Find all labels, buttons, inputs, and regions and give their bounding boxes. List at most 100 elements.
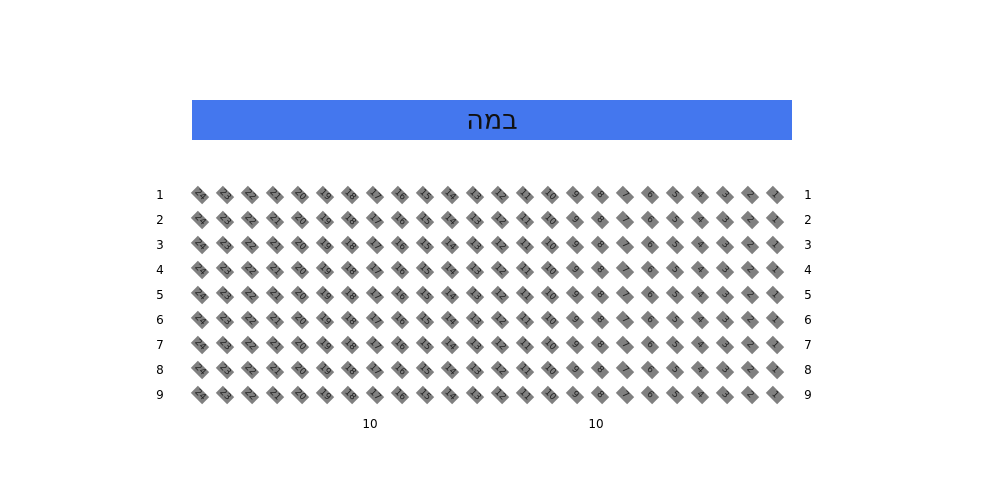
seat[interactable]: 23 (215, 260, 235, 280)
seat[interactable]: 15 (415, 285, 435, 305)
seat[interactable]: 4 (690, 335, 710, 355)
seat[interactable]: 13 (465, 385, 485, 405)
seat[interactable]: 20 (290, 310, 310, 330)
seat[interactable]: 8 (590, 260, 610, 280)
seat[interactable]: 5 (665, 260, 685, 280)
seat[interactable]: 9 (565, 260, 585, 280)
seat[interactable]: 1 (765, 185, 785, 205)
seat[interactable]: 10 (540, 185, 560, 205)
seat[interactable]: 7 (615, 235, 635, 255)
seat[interactable]: 2 (740, 285, 760, 305)
seat[interactable]: 14 (440, 260, 460, 280)
seat[interactable]: 4 (690, 285, 710, 305)
seat[interactable]: 18 (340, 210, 360, 230)
seat[interactable]: 9 (565, 185, 585, 205)
seat[interactable]: 8 (590, 185, 610, 205)
seat[interactable]: 9 (565, 235, 585, 255)
seat[interactable]: 12 (490, 210, 510, 230)
seat[interactable]: 19 (315, 185, 335, 205)
seat[interactable]: 11 (515, 210, 535, 230)
seat[interactable]: 5 (665, 210, 685, 230)
seat[interactable]: 7 (615, 310, 635, 330)
seat[interactable]: 7 (615, 210, 635, 230)
seat[interactable]: 21 (265, 360, 285, 380)
seat[interactable]: 17 (365, 310, 385, 330)
seat[interactable]: 12 (490, 260, 510, 280)
seat[interactable]: 8 (590, 335, 610, 355)
seat[interactable]: 15 (415, 385, 435, 405)
seat[interactable]: 9 (565, 360, 585, 380)
seat[interactable]: 13 (465, 310, 485, 330)
seat[interactable]: 5 (665, 385, 685, 405)
seat[interactable]: 23 (215, 210, 235, 230)
seat[interactable]: 17 (365, 360, 385, 380)
seat[interactable]: 22 (240, 335, 260, 355)
seat[interactable]: 12 (490, 285, 510, 305)
seat[interactable]: 11 (515, 260, 535, 280)
seat[interactable]: 4 (690, 185, 710, 205)
seat[interactable]: 13 (465, 285, 485, 305)
seat[interactable]: 2 (740, 360, 760, 380)
seat[interactable]: 24 (190, 235, 210, 255)
seat[interactable]: 6 (640, 385, 660, 405)
seat[interactable]: 6 (640, 210, 660, 230)
seat[interactable]: 19 (315, 285, 335, 305)
seat[interactable]: 16 (390, 385, 410, 405)
seat[interactable]: 24 (190, 310, 210, 330)
seat[interactable]: 18 (340, 385, 360, 405)
seat[interactable]: 22 (240, 285, 260, 305)
seat[interactable]: 11 (515, 360, 535, 380)
seat[interactable]: 20 (290, 260, 310, 280)
seat[interactable]: 5 (665, 360, 685, 380)
seat[interactable]: 3 (715, 310, 735, 330)
seat[interactable]: 9 (565, 285, 585, 305)
seat[interactable]: 16 (390, 335, 410, 355)
seat[interactable]: 7 (615, 185, 635, 205)
seat[interactable]: 3 (715, 335, 735, 355)
seat[interactable]: 18 (340, 335, 360, 355)
seat[interactable]: 14 (440, 210, 460, 230)
seat[interactable]: 3 (715, 210, 735, 230)
seat[interactable]: 12 (490, 335, 510, 355)
seat[interactable]: 23 (215, 385, 235, 405)
seat[interactable]: 21 (265, 210, 285, 230)
seat[interactable]: 14 (440, 385, 460, 405)
seat[interactable]: 2 (740, 235, 760, 255)
seat[interactable]: 4 (690, 310, 710, 330)
seat[interactable]: 3 (715, 260, 735, 280)
seat[interactable]: 16 (390, 235, 410, 255)
seat[interactable]: 5 (665, 185, 685, 205)
seat[interactable]: 15 (415, 185, 435, 205)
seat[interactable]: 21 (265, 285, 285, 305)
seat[interactable]: 17 (365, 210, 385, 230)
seat[interactable]: 24 (190, 260, 210, 280)
seat[interactable]: 1 (765, 260, 785, 280)
seat[interactable]: 11 (515, 185, 535, 205)
seat[interactable]: 14 (440, 285, 460, 305)
seat[interactable]: 7 (615, 260, 635, 280)
seat[interactable]: 6 (640, 185, 660, 205)
seat[interactable]: 23 (215, 235, 235, 255)
seat[interactable]: 22 (240, 235, 260, 255)
seat[interactable]: 10 (540, 235, 560, 255)
seat[interactable]: 4 (690, 260, 710, 280)
seat[interactable]: 20 (290, 385, 310, 405)
seat[interactable]: 13 (465, 210, 485, 230)
seat[interactable]: 21 (265, 260, 285, 280)
seat[interactable]: 1 (765, 310, 785, 330)
seat[interactable]: 7 (615, 360, 635, 380)
seat[interactable]: 20 (290, 360, 310, 380)
seat[interactable]: 17 (365, 285, 385, 305)
seat[interactable]: 13 (465, 260, 485, 280)
seat[interactable]: 2 (740, 185, 760, 205)
seat[interactable]: 14 (440, 335, 460, 355)
seat[interactable]: 21 (265, 185, 285, 205)
seat[interactable]: 15 (415, 210, 435, 230)
seat[interactable]: 3 (715, 185, 735, 205)
seat[interactable]: 23 (215, 335, 235, 355)
seat[interactable]: 6 (640, 235, 660, 255)
seat[interactable]: 22 (240, 260, 260, 280)
seat[interactable]: 20 (290, 335, 310, 355)
seat[interactable]: 7 (615, 335, 635, 355)
seat[interactable]: 10 (540, 385, 560, 405)
